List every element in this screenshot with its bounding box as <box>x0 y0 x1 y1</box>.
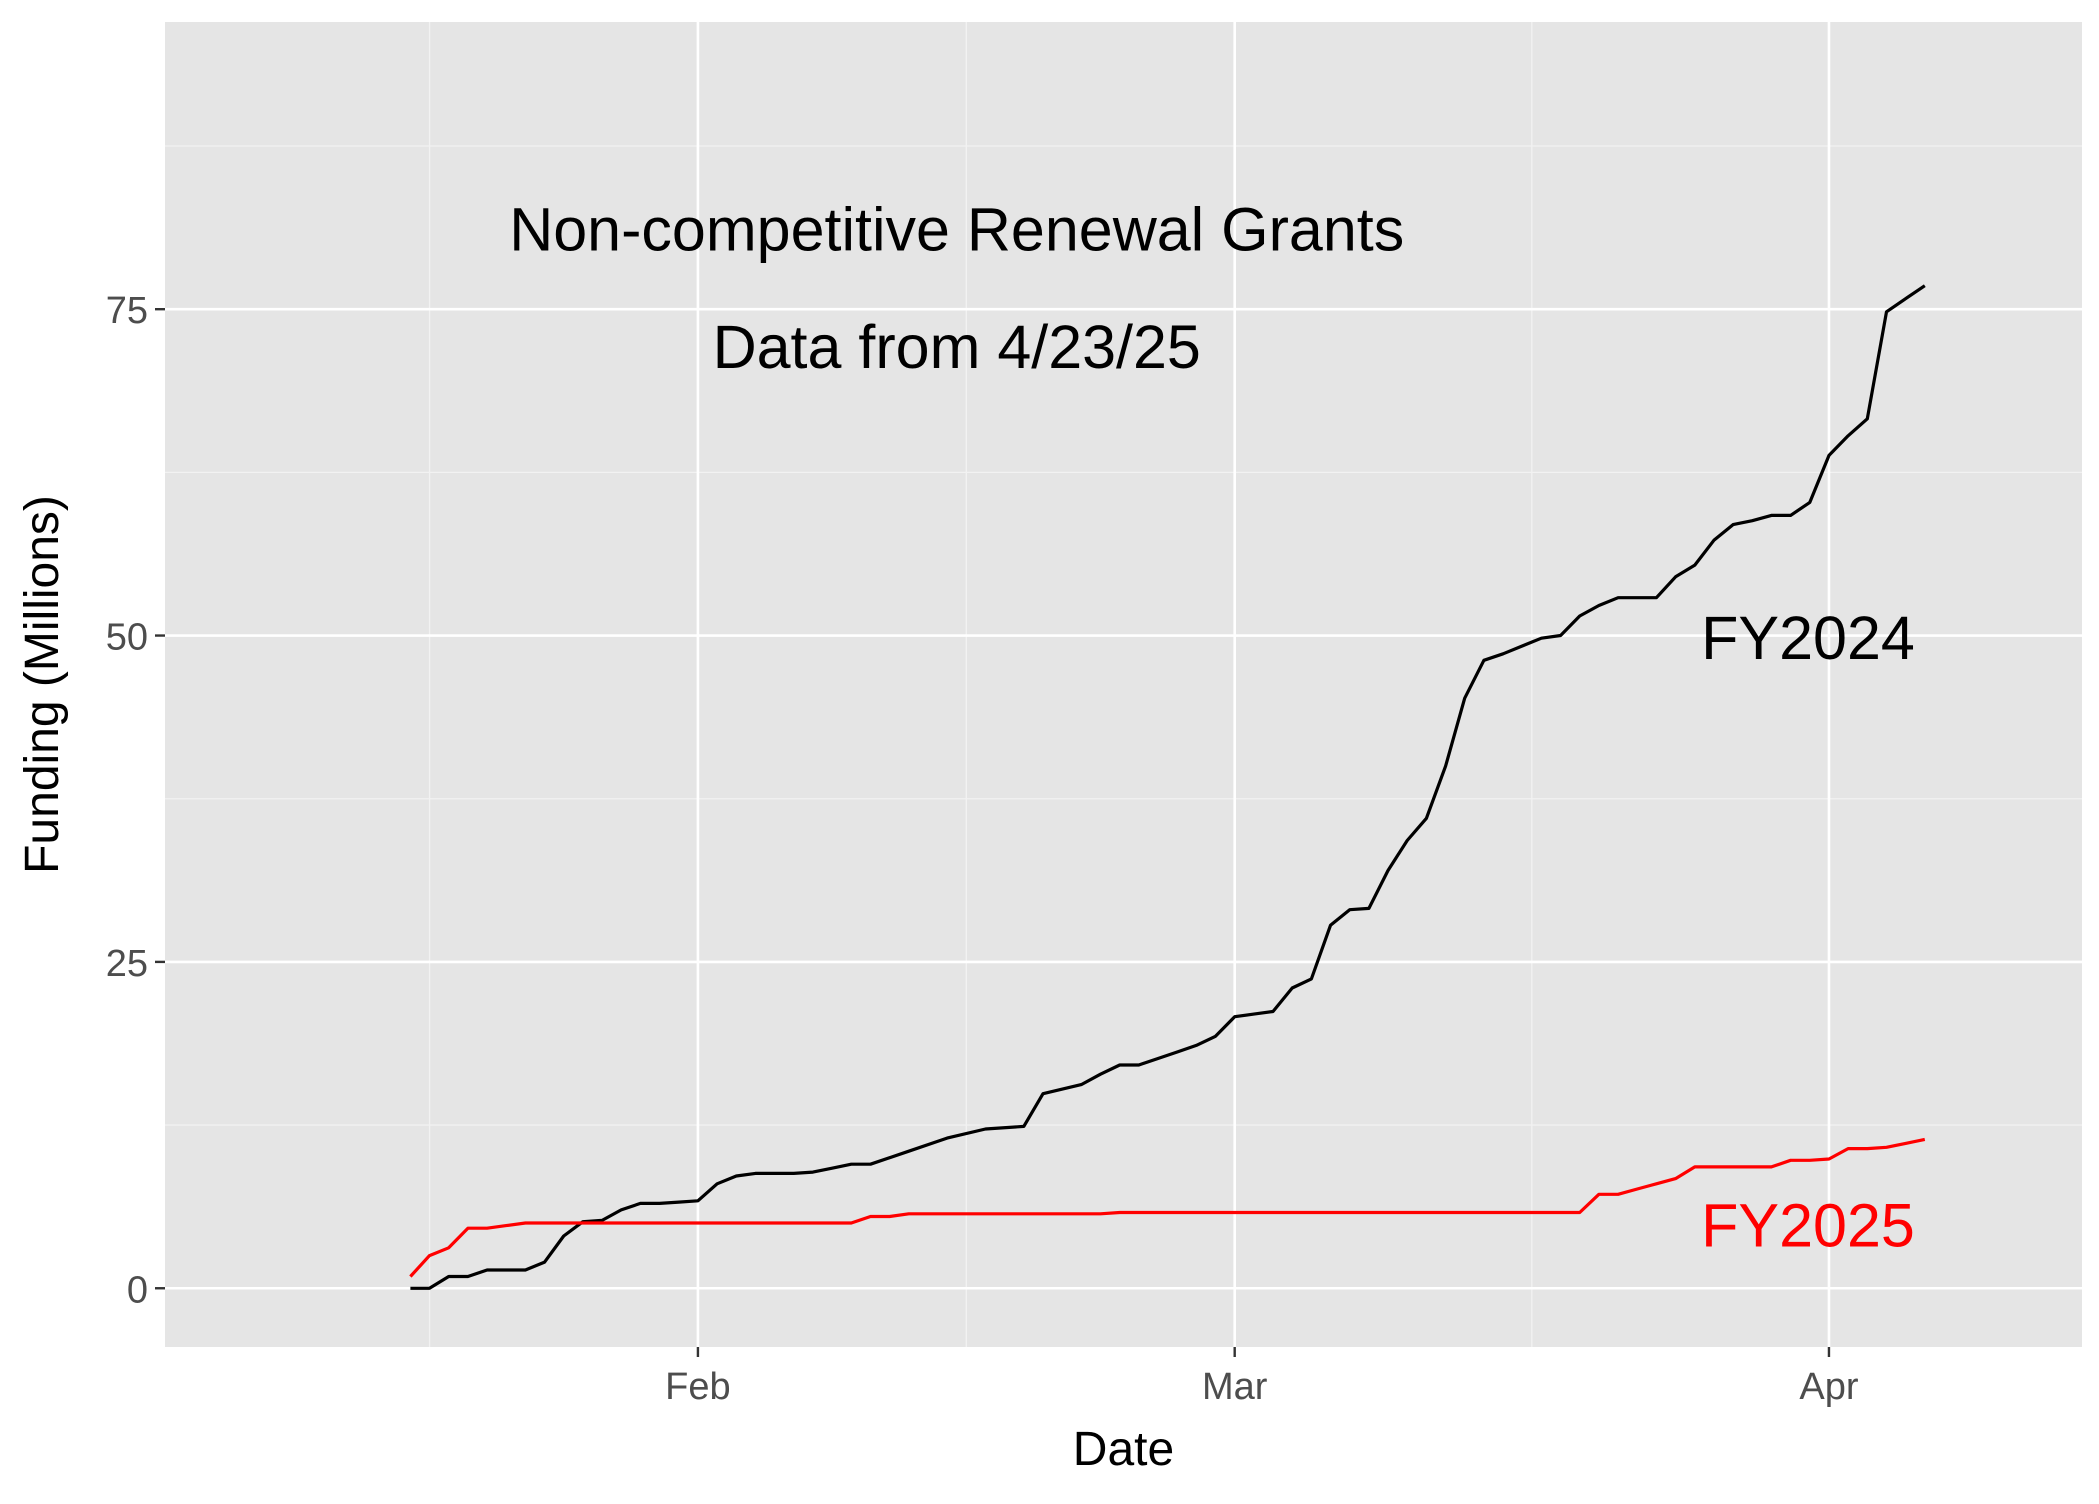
annotation-subtitle: Data from 4/23/25 <box>713 313 1201 381</box>
y-tick-label: 25 <box>106 943 148 985</box>
x-axis: Feb Mar Apr <box>665 1347 1859 1408</box>
series-label-fy2024: FY2024 <box>1701 604 1915 672</box>
series-labels: FY2024 FY2025 <box>1701 604 1915 1259</box>
annotation-title: Non-competitive Renewal Grants <box>509 195 1404 263</box>
series-layer <box>409 284 1926 1290</box>
plot-panel <box>165 22 2082 1347</box>
y-axis-label: Funding (Millions) <box>16 495 69 874</box>
series-label-fy2025: FY2025 <box>1701 1191 1915 1259</box>
grid-major <box>165 22 2082 1347</box>
y-tick-label: 50 <box>106 617 148 659</box>
series-line-fy2024 <box>410 284 1926 1290</box>
grid-minor <box>165 22 2082 1347</box>
y-axis: 0 25 50 75 <box>106 290 165 1311</box>
x-tick-label: Apr <box>1799 1366 1858 1408</box>
y-tick-label: 75 <box>106 290 148 332</box>
series-line-fy2025 <box>409 1137 1926 1278</box>
x-tick-label: Feb <box>665 1366 730 1408</box>
x-axis-label: Date <box>1073 1423 1174 1476</box>
y-tick-label: 0 <box>127 1269 148 1311</box>
x-tick-label: Mar <box>1202 1366 1268 1408</box>
